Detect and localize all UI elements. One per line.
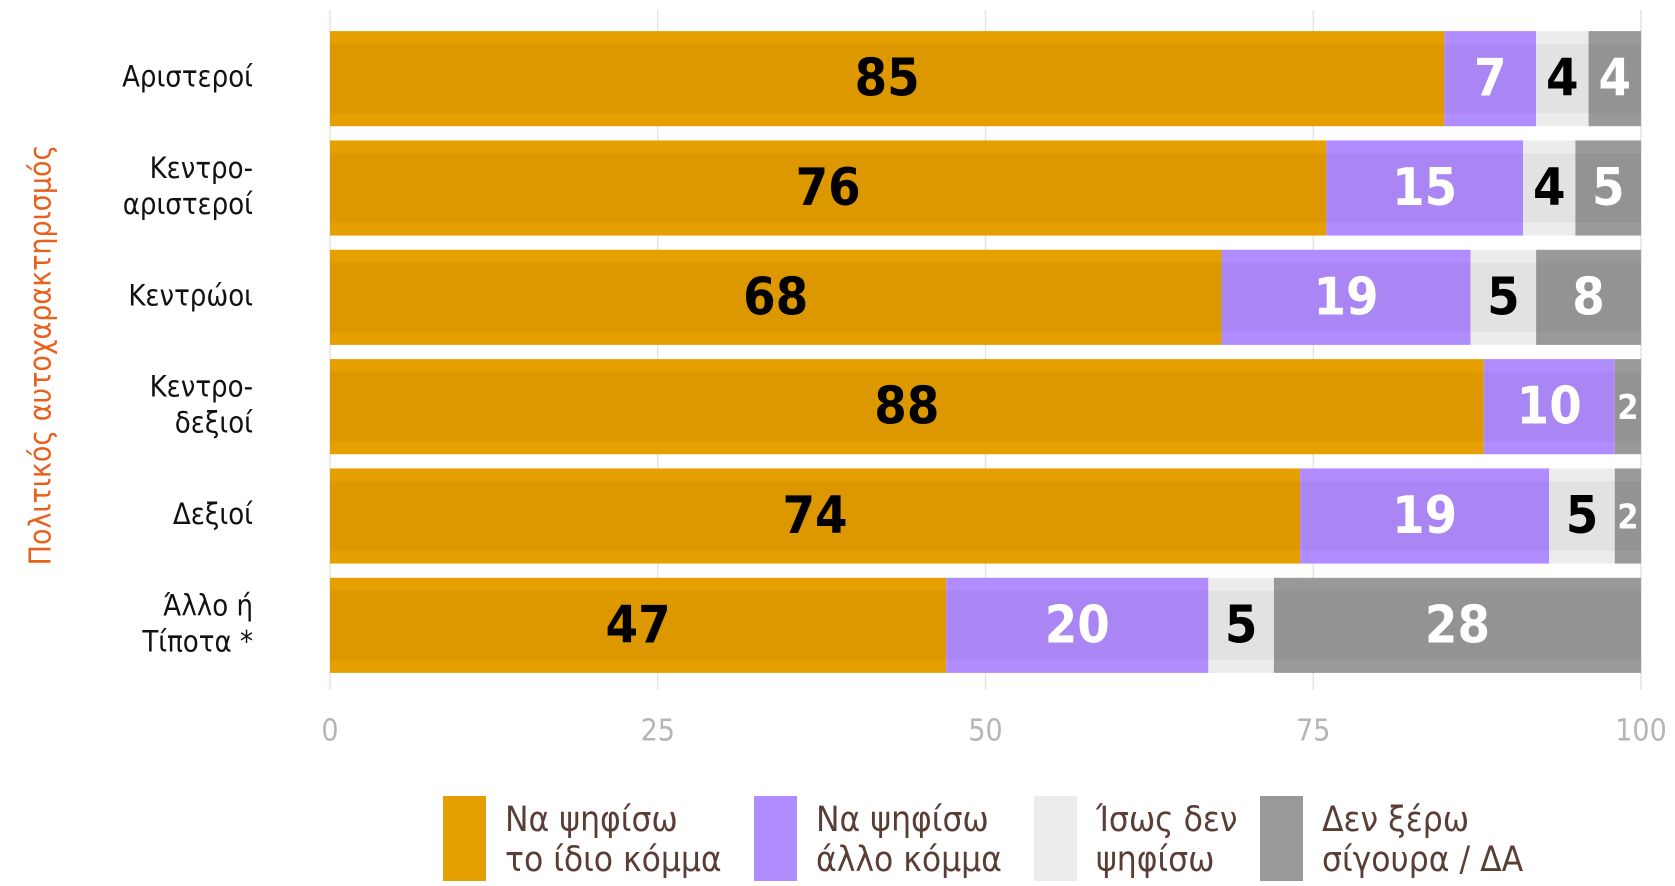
data-label: 68 bbox=[743, 267, 808, 327]
bar-segment bbox=[1588, 31, 1641, 127]
bar-segment-band bbox=[1208, 590, 1274, 660]
x-tick-label: 100 bbox=[1615, 714, 1667, 749]
bar-segment-band bbox=[330, 153, 1327, 223]
data-label: 2 bbox=[1617, 498, 1638, 538]
bar-segment-band bbox=[1326, 153, 1524, 223]
bar-segment bbox=[1273, 577, 1641, 673]
legend-swatch bbox=[1034, 796, 1077, 881]
bar-segment-band bbox=[1536, 262, 1641, 332]
bar-segment bbox=[1326, 140, 1524, 236]
data-label: 4 bbox=[1598, 49, 1631, 109]
data-label: 5 bbox=[1566, 486, 1599, 546]
bar-segment bbox=[1483, 359, 1615, 455]
bar-segment bbox=[1549, 468, 1615, 564]
y-tick-label: Άλλο ή Τίποτα * bbox=[141, 588, 253, 658]
bar-segment bbox=[1536, 31, 1589, 127]
bar-segment bbox=[1523, 140, 1576, 236]
data-label: 47 bbox=[606, 595, 671, 655]
data-label: 4 bbox=[1533, 158, 1566, 218]
bar-segment-band bbox=[1483, 372, 1615, 442]
bar-segment bbox=[1208, 577, 1274, 673]
bar-segment bbox=[1575, 140, 1641, 236]
bar-segment-band bbox=[1523, 153, 1576, 223]
data-label: 85 bbox=[855, 49, 920, 109]
x-tick-label: 25 bbox=[641, 714, 675, 749]
data-label: 19 bbox=[1392, 486, 1457, 546]
bar-segment-band bbox=[330, 481, 1301, 551]
bar-segment-band bbox=[1470, 262, 1537, 332]
y-tick-label: Κεντρώοι bbox=[128, 278, 253, 312]
bar-segment bbox=[1300, 468, 1550, 564]
data-label: 15 bbox=[1392, 158, 1457, 218]
bar-segment bbox=[330, 577, 947, 673]
bar-segment bbox=[330, 249, 1222, 345]
bar-segment bbox=[1444, 31, 1537, 127]
bar-segment-band bbox=[1549, 481, 1615, 551]
bar-segment-band bbox=[1444, 44, 1537, 114]
legend-label: Δεν ξέρω σίγουρα / ΔΑ bbox=[1322, 800, 1524, 880]
data-label: 28 bbox=[1425, 595, 1490, 655]
bar-segment bbox=[1614, 359, 1641, 455]
bar-segment bbox=[330, 359, 1484, 455]
data-label: 7 bbox=[1474, 49, 1507, 109]
bar-segment-band bbox=[330, 372, 1484, 442]
bar-segment bbox=[330, 468, 1301, 564]
data-label: 20 bbox=[1045, 595, 1110, 655]
data-label: 74 bbox=[783, 486, 848, 546]
bar-segment-band bbox=[1273, 590, 1641, 660]
data-label: 4 bbox=[1546, 49, 1579, 109]
data-label: 8 bbox=[1572, 267, 1605, 327]
data-label: 5 bbox=[1225, 595, 1258, 655]
x-tick-label: 75 bbox=[1296, 714, 1330, 749]
bar-segment-band bbox=[1300, 481, 1550, 551]
bar-segment bbox=[1536, 249, 1641, 345]
bar-segment bbox=[1470, 249, 1537, 345]
bar-segment-band bbox=[330, 44, 1445, 114]
bar-segment bbox=[330, 140, 1327, 236]
bar-segment bbox=[946, 577, 1209, 673]
x-tick-label: 0 bbox=[321, 714, 338, 749]
data-label: 5 bbox=[1487, 267, 1520, 327]
bar-segment bbox=[1614, 468, 1641, 564]
legend-label: Να ψηφίσω άλλο κόμμα bbox=[816, 800, 1002, 880]
bar-segment-band bbox=[330, 262, 1222, 332]
legend-label: Ίσως δεν ψηφίσω bbox=[1095, 800, 1238, 880]
legend-label: Να ψηφίσω το ίδιο κόμμα bbox=[505, 800, 722, 880]
data-label: 19 bbox=[1313, 267, 1378, 327]
data-label: 88 bbox=[874, 377, 939, 437]
y-tick-label: Κεντρο-αριστεροί bbox=[123, 151, 253, 221]
data-label: 76 bbox=[796, 158, 861, 218]
bar-segment bbox=[1221, 249, 1471, 345]
data-label: 5 bbox=[1592, 158, 1625, 218]
legend-swatch bbox=[443, 796, 486, 881]
data-label: 10 bbox=[1517, 377, 1582, 437]
x-tick-label: 50 bbox=[968, 714, 1002, 749]
bar-segment-band bbox=[1588, 44, 1641, 114]
data-label: 2 bbox=[1617, 388, 1638, 428]
bar-segment-band bbox=[1614, 481, 1641, 551]
y-tick-label: Αριστεροί bbox=[122, 60, 253, 94]
y-tick-label: Κεντρο-δεξιοί bbox=[150, 370, 254, 440]
bar-segment-band bbox=[946, 590, 1209, 660]
y-axis-label: Πολιτικός αυτοχαρακτηρισμός bbox=[24, 145, 59, 566]
bar-segment bbox=[330, 31, 1445, 127]
legend-swatch bbox=[1260, 796, 1303, 881]
y-tick-label: Δεξιοί bbox=[173, 497, 253, 531]
bar-segment-band bbox=[330, 590, 947, 660]
bar-segment-band bbox=[1575, 153, 1641, 223]
bar-segment-band bbox=[1221, 262, 1471, 332]
bar-segment-band bbox=[1536, 44, 1589, 114]
bar-segment-band bbox=[1614, 372, 1641, 442]
legend-swatch bbox=[754, 796, 797, 881]
